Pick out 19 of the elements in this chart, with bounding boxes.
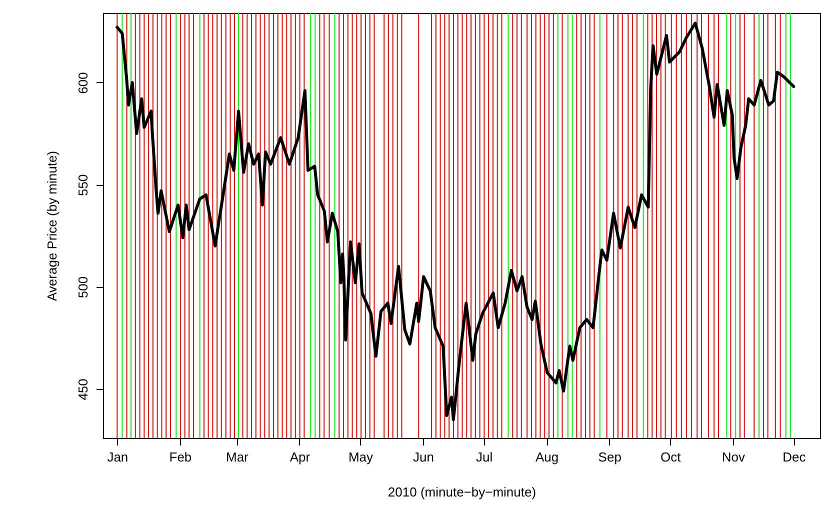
y-tick-label: 600	[76, 72, 90, 94]
x-tick-label: Jan	[107, 450, 128, 464]
x-axis-title: 2010 (minute−by−minute)	[388, 484, 536, 500]
x-tick-label: Feb	[169, 450, 192, 464]
line-series	[116, 22, 796, 422]
x-tick-label: Apr	[290, 450, 311, 464]
x-tick-label: Jun	[413, 450, 434, 464]
y-axis-title: Average Price (by minute)	[44, 150, 60, 302]
x-tick-label: Mar	[226, 450, 250, 464]
x-tick-label: Sep	[598, 450, 622, 464]
x-tick-label: Jul	[476, 450, 493, 464]
x-tick-label: Nov	[722, 450, 746, 464]
x-tick-label: Oct	[660, 450, 682, 464]
x-tick-label: Aug	[535, 450, 559, 464]
y-tick-label: 550	[76, 174, 90, 196]
y-tick-label: 450	[76, 378, 90, 400]
y-tick-label: 500	[76, 276, 90, 298]
x-tick-label: May	[348, 450, 374, 464]
x-tick-label: Dec	[782, 450, 806, 464]
